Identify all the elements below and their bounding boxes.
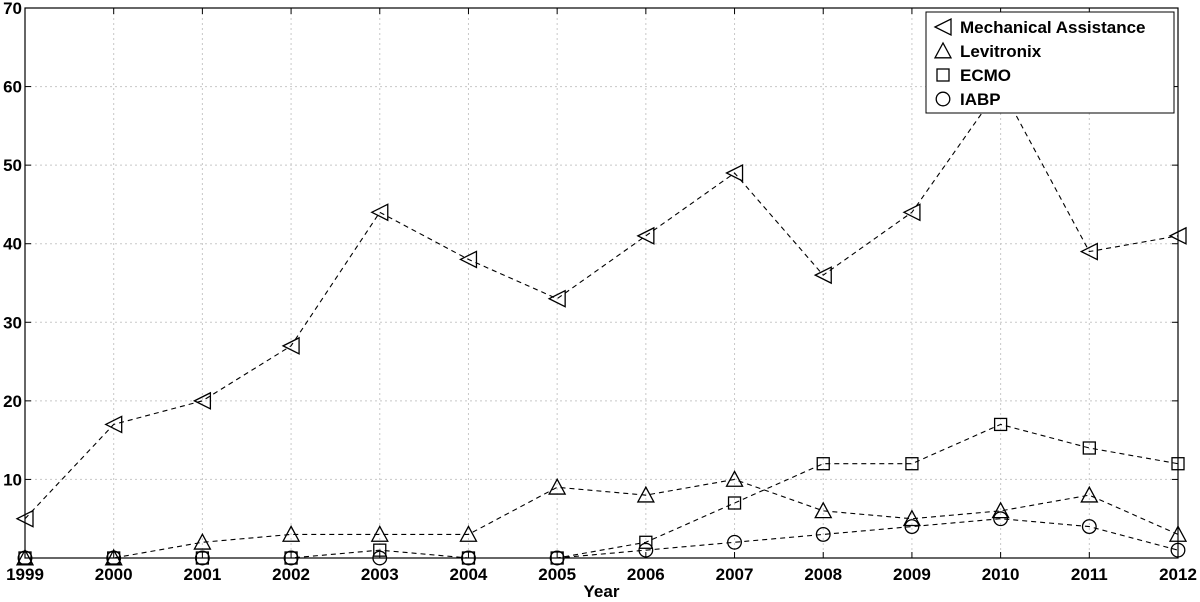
- legend-label: Mechanical Assistance: [960, 18, 1146, 37]
- data-point: [547, 289, 566, 308]
- legend-label: IABP: [960, 90, 1001, 109]
- legend: Mechanical Assistance Levitronix ECMO IABP: [925, 11, 1175, 114]
- x-tick-label: 2006: [627, 565, 665, 584]
- data-point: [281, 336, 300, 355]
- x-tick-label: 2011: [1071, 565, 1108, 584]
- data-point: [193, 532, 212, 550]
- y-tick-label: 60: [3, 78, 22, 97]
- data-point: [1080, 485, 1099, 503]
- legend-marker: [935, 91, 951, 107]
- legend-marker: [933, 41, 953, 59]
- y-tick-label: 10: [3, 470, 22, 489]
- series-line: [25, 423, 1179, 559]
- data-point: [991, 501, 1010, 519]
- legend-marker: [936, 68, 950, 82]
- data-point: [192, 391, 212, 410]
- data-point: [993, 417, 1008, 432]
- data-point: [727, 534, 742, 550]
- x-axis-label: Year: [584, 582, 620, 601]
- data-point: [1079, 242, 1098, 261]
- x-tick-label: 2008: [804, 565, 842, 584]
- data-point: [1082, 441, 1096, 455]
- x-tick-label: 2012: [1159, 565, 1197, 584]
- tick-labels: 1999 2000 2001 2002 2003 2004 2005 2006 2007 2008…: [3, 0, 1197, 584]
- series-0: [15, 77, 1187, 528]
- data-point: [459, 250, 478, 269]
- series-line: [25, 478, 1179, 559]
- series-group: [15, 77, 1188, 566]
- y-tick-label: 70: [3, 0, 22, 18]
- y-tick-label: 20: [3, 392, 22, 411]
- data-point: [281, 525, 301, 542]
- x-tick-label: 2007: [716, 565, 754, 584]
- data-point: [725, 470, 744, 487]
- series-line: [24, 85, 1179, 520]
- x-tick-label: 2001: [183, 565, 221, 584]
- data-point: [905, 457, 919, 471]
- x-tick-label: 2002: [272, 565, 310, 584]
- data-point: [636, 226, 655, 245]
- grid: [25, 8, 1178, 558]
- data-point: [816, 457, 830, 471]
- x-tick-label: 2003: [361, 565, 399, 584]
- plot-frame: [24, 7, 1179, 559]
- series-1: [15, 470, 1188, 566]
- x-tick-label: 2005: [538, 565, 576, 584]
- data-point: [1081, 519, 1097, 535]
- legend-label: ECMO: [960, 66, 1011, 85]
- x-tick-label: 2009: [893, 565, 931, 584]
- data-point: [815, 526, 831, 542]
- x-tick-label: 2000: [95, 565, 133, 584]
- data-point: [370, 525, 389, 542]
- x-tick-label: 2010: [982, 565, 1020, 584]
- data-point: [370, 203, 389, 222]
- legend-label: Levitronix: [960, 42, 1042, 61]
- data-point: [904, 519, 920, 535]
- legend-marker: [933, 17, 952, 37]
- y-tick-label: 30: [3, 313, 22, 332]
- legend-box: [925, 11, 1175, 114]
- data-point: [548, 477, 567, 495]
- data-point: [104, 415, 123, 434]
- series-3: [17, 511, 1186, 566]
- y-tick-label: 40: [3, 235, 22, 254]
- data-point: [813, 266, 832, 285]
- data-point: [993, 511, 1009, 527]
- axes: [24, 7, 1179, 559]
- data-point: [725, 163, 744, 183]
- x-tick-label: 1999: [6, 565, 44, 584]
- data-point: [727, 496, 742, 510]
- data-point: [902, 203, 921, 222]
- data-point: [902, 509, 922, 527]
- series-2: [18, 417, 1185, 565]
- y-tick-label: 50: [3, 156, 22, 175]
- data-point: [459, 525, 478, 542]
- x-tick-label: 2004: [450, 565, 488, 584]
- data-point: [636, 485, 655, 503]
- data-point: [814, 501, 833, 519]
- data-point: [639, 535, 653, 549]
